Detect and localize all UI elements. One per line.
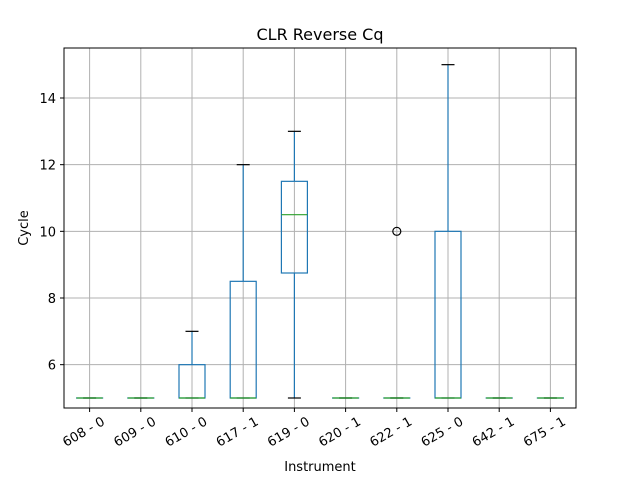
boxes — [75, 64, 565, 399]
plot-frame — [63, 47, 577, 409]
chart-title: CLR Reverse Cq — [256, 25, 383, 44]
outlier-point — [392, 226, 402, 236]
y-tick-label: 14 — [39, 92, 56, 107]
y-tick-label: 8 — [48, 292, 56, 307]
box-group — [383, 226, 411, 399]
x-axis-title: Instrument — [284, 460, 356, 475]
y-axis-title: Cycle — [17, 210, 32, 246]
box-group — [178, 330, 206, 399]
box-iqr — [280, 180, 308, 274]
y-tick-label: 12 — [39, 159, 56, 174]
box-group — [229, 164, 257, 399]
y-tick-label: 6 — [48, 359, 56, 374]
box-group — [280, 130, 308, 399]
box-group — [434, 64, 462, 399]
y-tick-label: 10 — [39, 225, 56, 240]
